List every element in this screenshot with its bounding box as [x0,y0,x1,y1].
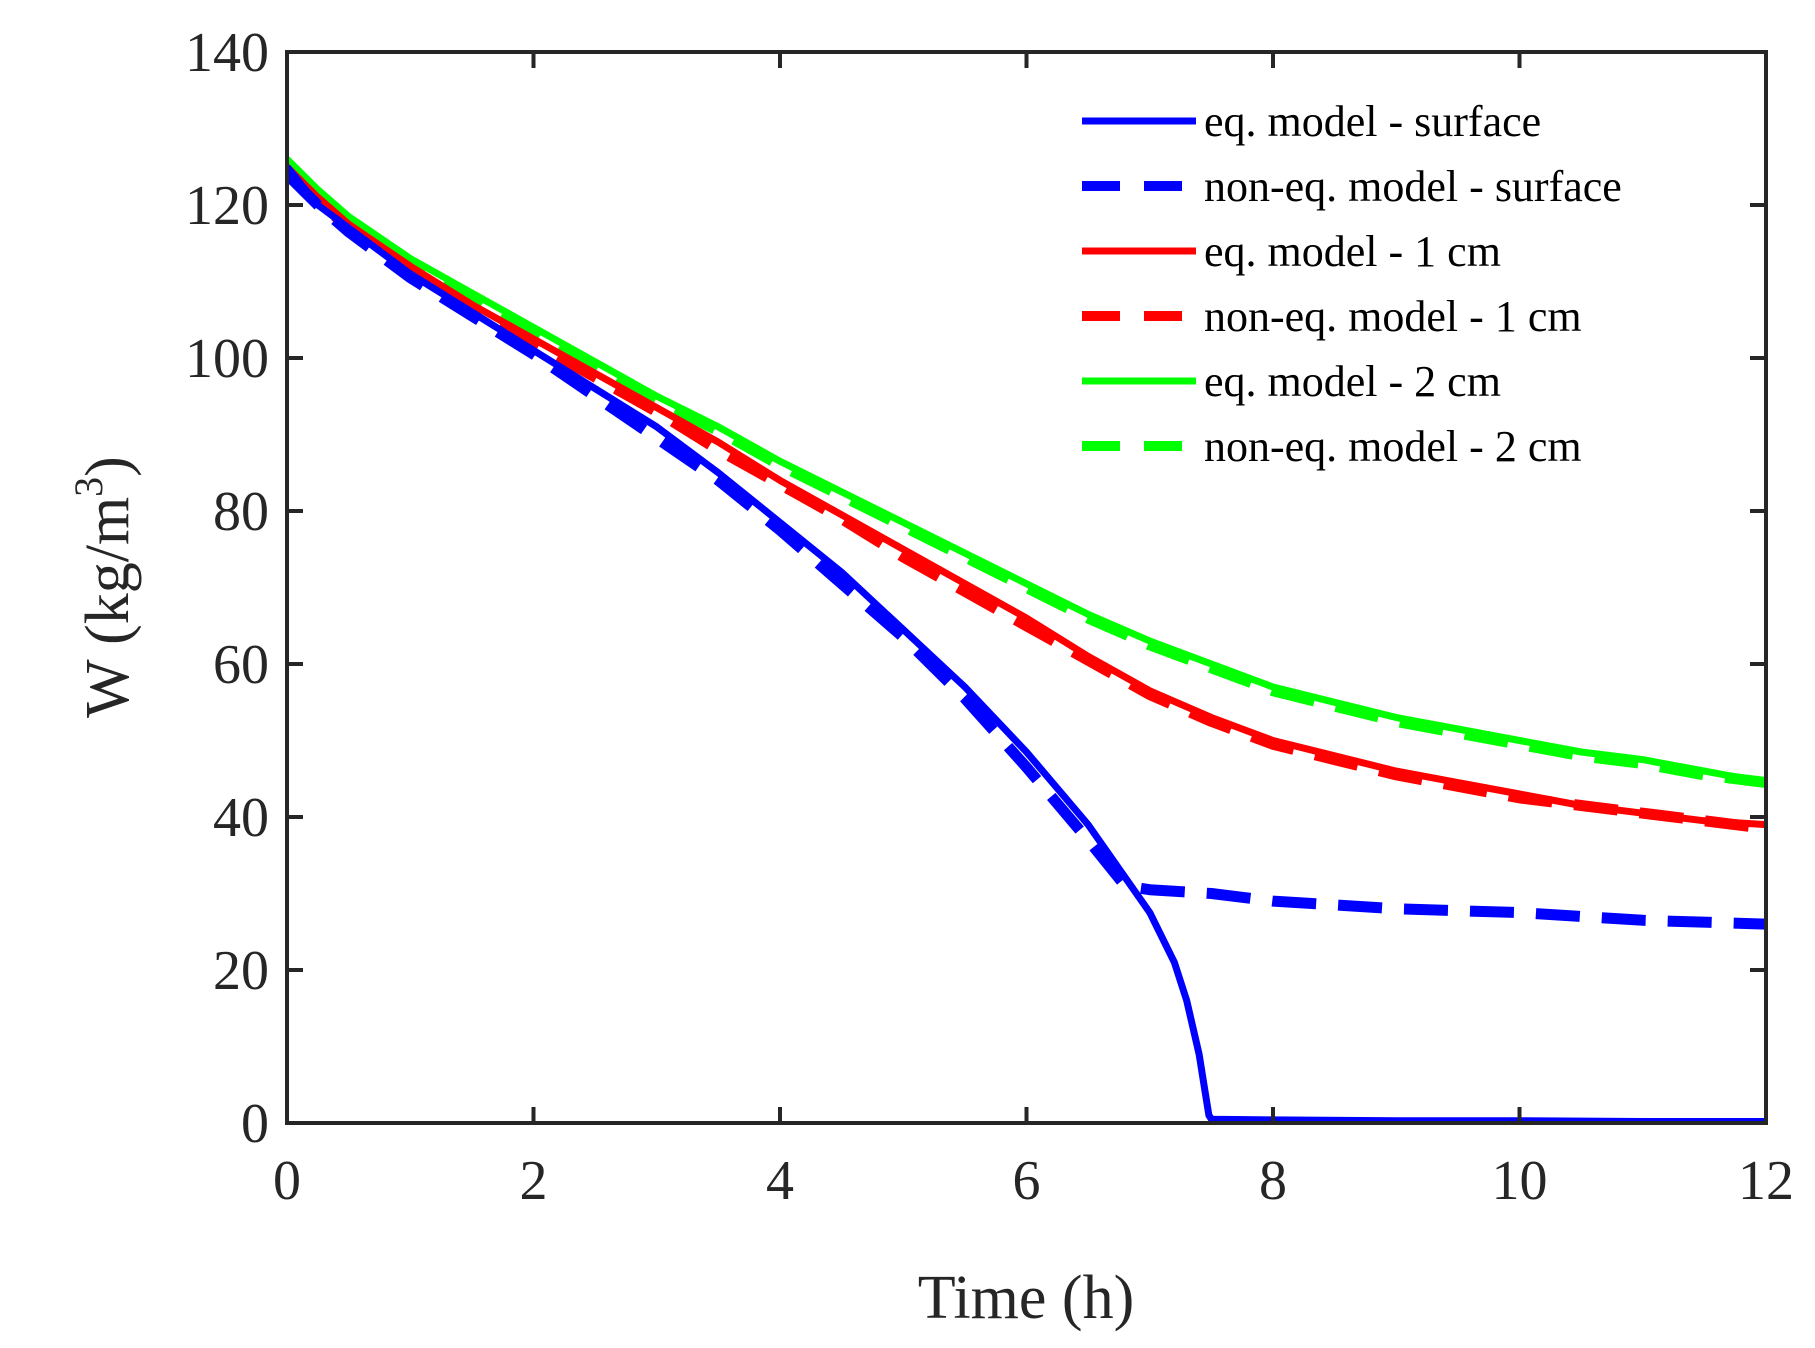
x-tick-label: 10 [1492,1150,1548,1212]
series-line-non-eq-model-2-cm [287,158,1766,789]
y-tick-label: 140 [185,22,269,84]
y-tick-label: 100 [185,328,269,390]
y-tick-label: 80 [213,481,269,543]
legend-entry-label: eq. model - 1 cm [1204,227,1501,276]
x-tick-label: 8 [1259,1150,1287,1212]
legend-entry-label: non-eq. model - 1 cm [1204,292,1582,341]
x-tick-label: 0 [273,1150,301,1212]
y-tick-label: 0 [241,1093,269,1155]
y-tick-label: 20 [213,940,269,1002]
series-line-non-eq-model-1-cm [287,166,1766,834]
legend: eq. model - surface non-eq. model - surfa… [1082,97,1622,471]
x-tick-label: 12 [1738,1150,1794,1212]
series-layer [287,156,1766,1123]
y-tick-label: 120 [185,175,269,237]
y-tick-label: 60 [213,634,269,696]
legend-entry-label: non-eq. model - 2 cm [1204,422,1582,471]
y-axis-label-main: W (kg/m [74,497,142,718]
y-tick-label: 40 [213,787,269,849]
legend-entry-label: eq. model - surface [1204,97,1541,146]
ticks-layer [285,50,1768,1125]
y-axis-label: W (kg/m3) [66,456,142,718]
x-axis-label: Time (h) [918,1264,1134,1332]
x-tick-label: 2 [520,1150,548,1212]
series-line-eq-model-surface [287,164,1766,1123]
y-tick-labels: 0 20 40 60 80 100 120 140 [185,22,269,1155]
y-axis-label-superscript: 3 [66,477,111,497]
x-tick-label: 6 [1013,1150,1041,1212]
x-tick-labels: 0 2 4 6 8 10 12 [273,1150,1794,1212]
legend-entry-label: non-eq. model - surface [1204,162,1622,211]
x-tick-label: 4 [766,1150,794,1212]
legend-entry-label: eq. model - 2 cm [1204,357,1501,406]
y-axis-label-suffix: ) [74,456,142,477]
